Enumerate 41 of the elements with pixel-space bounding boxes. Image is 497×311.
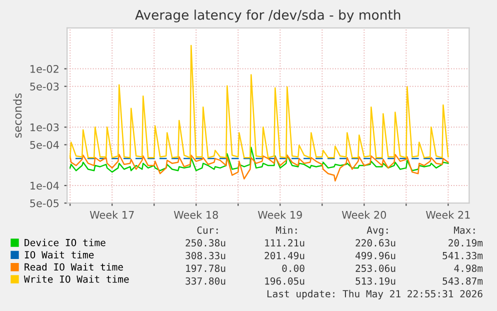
text: 197.78u [186, 264, 226, 272]
x-tick-label: Week 17 [90, 210, 134, 219]
y-tick-label: 5e-03 [30, 82, 59, 90]
line-series [69, 44, 449, 158]
text: 20.19m [448, 239, 483, 247]
line-series [69, 154, 449, 182]
y-tick-label: 1e-04 [30, 182, 59, 190]
text: 543.87m [442, 277, 483, 285]
legend-label: IO Wait time [24, 250, 94, 258]
y-tick-label: 5e-05 [30, 199, 59, 208]
text: Cur: [197, 226, 218, 234]
text: Min: [276, 226, 297, 234]
text: 499.96u [356, 252, 396, 260]
text: 111.21u [265, 239, 304, 247]
text: 196.05u [265, 277, 304, 285]
text: 308.33u [186, 252, 226, 260]
x-tick-label: Week 20 [342, 210, 386, 219]
legend-label: Read IO Wait time [24, 263, 123, 271]
legend-label: Device IO time [24, 238, 106, 246]
y-tick-label: 1e-02 [30, 65, 58, 73]
text: 541.33m [442, 252, 483, 260]
y-axis-title: seconds [13, 93, 22, 138]
text: Last update: Thu May 21 22:55:31 2026 [267, 290, 482, 300]
text: Max: [454, 226, 475, 234]
text: 4.98m [454, 264, 483, 272]
text: 0.00 [282, 264, 304, 272]
legend-label: Write IO Wait time [24, 275, 129, 283]
line-series [69, 146, 449, 173]
text: Avg: [366, 226, 388, 236]
x-tick-label: Week 21 [426, 210, 470, 219]
text: 201.49u [264, 252, 304, 260]
y-tick-label: 5e-04 [30, 140, 59, 149]
x-tick-label: Week 18 [174, 210, 218, 219]
text: 337.80u [186, 277, 226, 285]
text: 253.06u [356, 264, 396, 272]
text: 220.63u [356, 239, 396, 247]
x-tick-label: Week 19 [258, 210, 302, 219]
y-tick-label: 1e-03 [30, 123, 59, 132]
text: 250.38u [186, 239, 226, 247]
text: 513.19u [356, 277, 396, 285]
chart-title: Average latency for /dev/sda - by month [135, 10, 400, 22]
